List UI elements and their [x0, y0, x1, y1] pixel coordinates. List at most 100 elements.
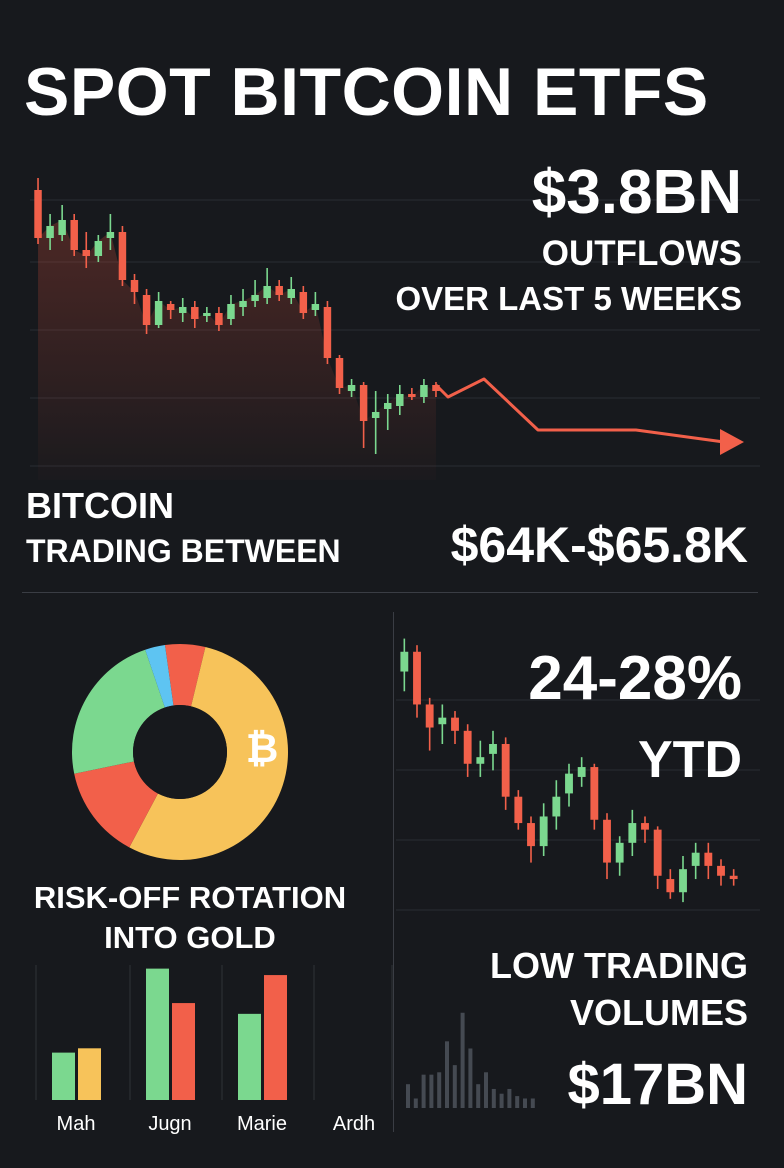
candle-body: [692, 853, 700, 866]
candle-body: [191, 307, 198, 319]
candle-body: [540, 816, 548, 846]
candle-body: [83, 250, 90, 256]
arrow-head-icon: [720, 429, 744, 455]
candle-body: [578, 767, 586, 777]
candle-body: [603, 820, 611, 863]
bitcoin-label: BITCOIN: [26, 488, 174, 524]
candle-body: [107, 232, 114, 238]
bar-secondary: [78, 1048, 101, 1100]
candle-body: [679, 869, 687, 892]
candle-body: [348, 385, 355, 391]
monthly-bar-chart: Mah Jugn Marie Ardh: [36, 965, 392, 1135]
section-divider: [22, 592, 758, 593]
candle-body: [384, 403, 391, 409]
price-range-value: $64K-$65.8K: [451, 520, 748, 570]
rotation-label-line1: RISK-OFF ROTATION: [20, 882, 360, 913]
volume-histogram: [406, 1013, 535, 1108]
volume-bar: [500, 1094, 504, 1108]
volume-bar: [484, 1072, 488, 1108]
volume-label-line1: LOW TRADING: [490, 948, 748, 984]
volume-bar: [429, 1075, 433, 1108]
candle-body: [408, 394, 415, 397]
candle-body: [95, 241, 102, 256]
volume-bar: [492, 1089, 496, 1108]
candle-body: [58, 220, 65, 235]
candle-body: [489, 744, 497, 754]
candle-body: [476, 757, 484, 764]
candle-body: [312, 304, 319, 310]
ytd-label: YTD: [638, 734, 742, 786]
volume-bar: [414, 1098, 418, 1108]
candle-body: [438, 718, 446, 725]
candle-body: [451, 718, 459, 731]
candle-body: [654, 830, 662, 876]
volume-bar: [523, 1098, 527, 1108]
candle-body: [179, 307, 186, 313]
candle-body: [420, 385, 427, 397]
candle-body: [324, 307, 331, 358]
bar-category-label: Jugn: [148, 1113, 191, 1135]
candle-body: [300, 292, 307, 313]
trading-between-label: TRADING BETWEEN: [26, 535, 341, 567]
candle-body: [275, 286, 282, 295]
ytd-percent: 24-28%: [528, 648, 742, 710]
candle-body: [251, 295, 258, 301]
bar-category-label: Mah: [57, 1113, 96, 1135]
candle-body: [666, 879, 674, 892]
candle-body: [372, 412, 379, 418]
volume-bar: [406, 1084, 410, 1108]
candle-body: [143, 295, 150, 325]
volume-bar: [453, 1065, 457, 1108]
outflows-amount: $3.8BN: [532, 162, 742, 224]
candle-body: [502, 744, 510, 797]
candle-body: [514, 797, 522, 823]
candle-body: [131, 280, 138, 292]
volume-bar: [531, 1098, 535, 1108]
candle-body: [288, 289, 295, 298]
candle-body: [426, 704, 434, 727]
bar-category-label: Ardh: [333, 1113, 375, 1135]
bar-secondary: [264, 975, 287, 1100]
bar-category-label: Marie: [237, 1113, 287, 1135]
candle-body: [360, 385, 367, 421]
candle-body: [263, 286, 270, 298]
candle-body: [413, 652, 421, 705]
volume-label-line2: VOLUMES: [570, 995, 748, 1031]
candle-body: [552, 797, 560, 817]
candle-body: [203, 313, 210, 316]
candle-body: [616, 843, 624, 863]
column-divider: [393, 612, 394, 1132]
candle-body: [155, 301, 162, 325]
donut-hole: [133, 705, 227, 799]
candle-body: [730, 876, 738, 879]
outflows-period: OVER LAST 5 WEEKS: [395, 282, 742, 315]
volume-bar: [461, 1013, 465, 1108]
bar-secondary: [172, 1003, 195, 1100]
bar-green: [238, 1014, 261, 1100]
candle-body: [565, 774, 573, 794]
forecast-line-group: [436, 379, 744, 455]
candle-body: [704, 853, 712, 866]
rotation-label-line2: INTO GOLD: [20, 922, 360, 953]
bar-green: [52, 1053, 75, 1100]
candle-body: [717, 866, 725, 876]
forecast-line: [436, 379, 724, 442]
candle-body: [396, 394, 403, 406]
candle-body: [641, 823, 649, 830]
candle-body: [119, 232, 126, 280]
volume-amount: $17BN: [567, 1056, 748, 1114]
candle-body: [227, 304, 234, 319]
bar-green: [146, 969, 169, 1100]
candle-body: [628, 823, 636, 843]
candle-body: [215, 313, 222, 325]
volume-bar: [437, 1072, 441, 1108]
candle-body: [400, 652, 408, 672]
candle-body: [239, 301, 246, 307]
candle-body: [70, 220, 77, 250]
bitcoin-icon: ₿: [246, 726, 279, 772]
volume-bar: [476, 1084, 480, 1108]
candle-body: [336, 358, 343, 388]
candle-body: [34, 190, 41, 238]
volume-bar: [445, 1041, 449, 1108]
volume-bar: [422, 1075, 426, 1108]
